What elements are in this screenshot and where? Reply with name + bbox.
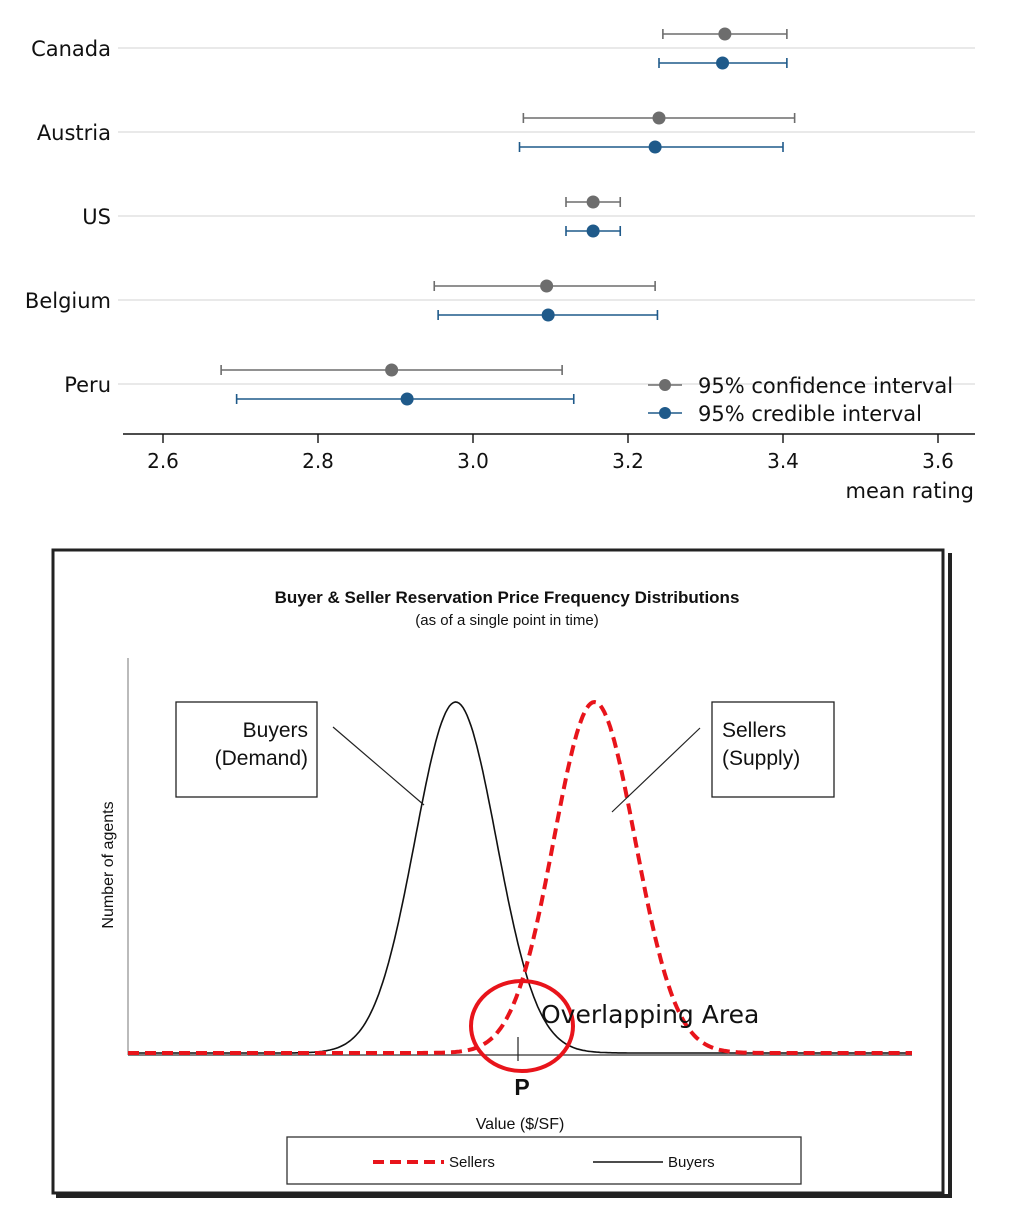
- legend-cri-label: 95% credible interval: [698, 402, 922, 426]
- x-tick-label: 3.2: [612, 449, 644, 473]
- mean-point: [540, 279, 554, 293]
- buyers-curve: [128, 701, 912, 1054]
- buyers-label-line1: Buyers: [243, 719, 308, 742]
- sellers-leader-line: [611, 727, 701, 813]
- mean-point: [652, 111, 666, 125]
- interval-ci-peru: [220, 363, 563, 377]
- interval-cri-belgium: [437, 308, 659, 322]
- forest-x-axis: 2.6 2.8 3.0 3.2 3.4 3.6 mean rating: [123, 433, 975, 503]
- interval-cri-canada: [658, 56, 788, 70]
- forest-plot: Canada Austria US Belgium Peru 2.6 2.8 3.0 3.2 3…: [25, 27, 975, 503]
- price-label: P: [514, 1074, 529, 1100]
- y-axis-title: Number of agents: [100, 801, 117, 928]
- category-label-us: US: [82, 205, 111, 229]
- x-axis-title: mean rating: [846, 479, 974, 503]
- chart-title: Buyer & Seller Reservation Price Frequen…: [275, 588, 740, 607]
- forest-intervals: [220, 27, 796, 406]
- mean-point: [716, 56, 730, 70]
- mean-point: [648, 140, 662, 154]
- interval-cri-austria: [518, 140, 784, 154]
- category-label-austria: Austria: [37, 121, 111, 145]
- forest-gridlines: [118, 47, 975, 385]
- mean-point: [400, 392, 414, 406]
- buyers-leader-line: [332, 726, 425, 806]
- interval-ci-belgium: [433, 279, 656, 293]
- chart-frame: [51, 548, 945, 1195]
- mean-point: [718, 27, 732, 41]
- x-tick-label: 2.8: [302, 449, 334, 473]
- x-axis-ticks: 2.6 2.8 3.0 3.2 3.4 3.6: [147, 434, 954, 473]
- overlap-circle: [469, 979, 575, 1073]
- legend-buyers-label: Buyers: [668, 1154, 715, 1171]
- sellers-curve: [128, 699, 912, 1055]
- interval-cri-us: [565, 224, 622, 238]
- mean-point: [586, 224, 600, 238]
- x-tick-label: 2.6: [147, 449, 179, 473]
- mean-point: [541, 308, 555, 322]
- buyers-label-box: [175, 701, 318, 798]
- legend-cri-dot: [659, 407, 671, 419]
- x-axis-title: Value ($/SF): [476, 1116, 565, 1133]
- x-tick-label: 3.0: [457, 449, 489, 473]
- chart-subtitle: (as of a single point in time): [415, 612, 598, 629]
- x-tick-label: 3.6: [922, 449, 954, 473]
- interval-ci-canada: [662, 27, 788, 41]
- legend-ci-label: 95% confidence interval: [698, 374, 953, 398]
- interval-ci-austria: [522, 111, 796, 125]
- category-label-canada: Canada: [31, 37, 111, 61]
- forest-category-labels: Canada Austria US Belgium Peru: [25, 37, 111, 397]
- sellers-label-line1: Sellers: [722, 719, 786, 742]
- mean-point: [586, 195, 600, 209]
- overlap-label: Overlapping Area: [541, 1000, 759, 1029]
- sellers-label-box: [711, 701, 835, 798]
- category-label-belgium: Belgium: [25, 289, 111, 313]
- x-tick-label: 3.4: [767, 449, 799, 473]
- legend-sellers-label: Sellers: [449, 1154, 495, 1171]
- legend-ci-dot: [659, 379, 671, 391]
- sellers-label-line2: (Supply): [722, 747, 800, 770]
- buyers-label-line2: (Demand): [215, 747, 308, 770]
- category-label-peru: Peru: [64, 373, 111, 397]
- legend-box: [286, 1136, 802, 1185]
- interval-cri-peru: [235, 392, 575, 406]
- mean-point: [385, 363, 399, 377]
- forest-legend: 95% confidence interval 95% credible int…: [648, 374, 953, 426]
- interval-ci-us: [565, 195, 622, 209]
